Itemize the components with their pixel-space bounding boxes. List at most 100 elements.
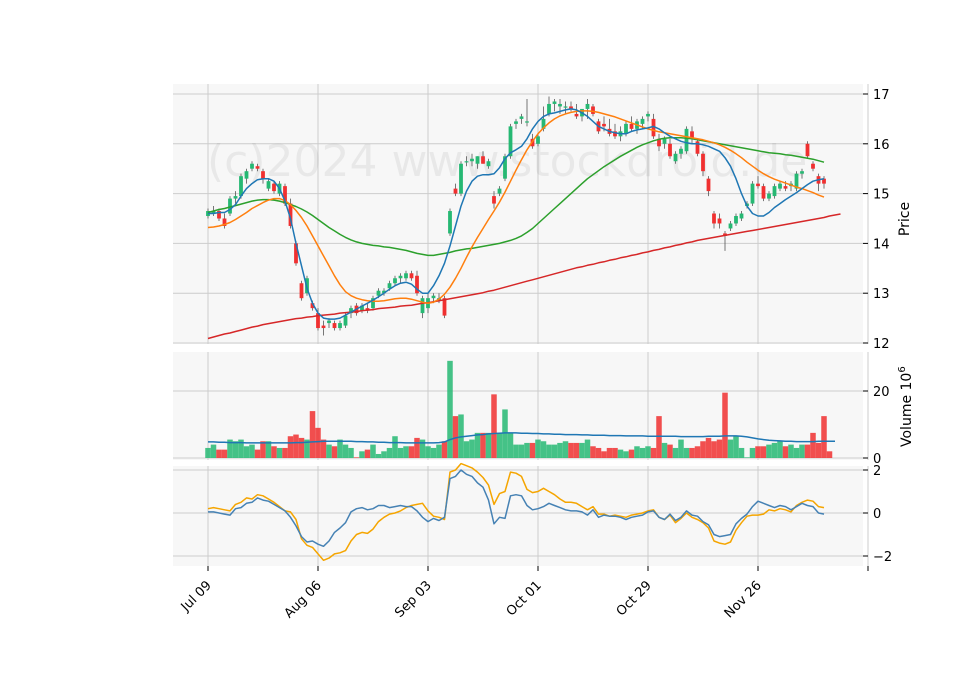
volume-bar (700, 441, 706, 458)
volume-bar (705, 437, 712, 458)
volume-bar (793, 447, 800, 458)
candle-down (717, 218, 722, 224)
candle-up (459, 163, 463, 194)
candle-up (327, 320, 331, 324)
candle-up (800, 171, 804, 174)
price-y-tick-label: 13 (873, 287, 890, 302)
oscillator-plot (207, 462, 825, 562)
candle-up (382, 290, 386, 294)
volume-bar (590, 446, 596, 458)
volume-bar (623, 451, 629, 458)
sma-mid-line (207, 110, 825, 304)
price-axis-label: Price (897, 202, 913, 236)
candle-up (514, 121, 518, 124)
volume-bar (645, 446, 651, 458)
volume-bar (683, 447, 690, 458)
volume-plot (205, 360, 835, 458)
volume-bar (711, 441, 717, 458)
volume-bar (359, 451, 365, 458)
volume-bar (667, 444, 673, 458)
candle-down (261, 171, 265, 179)
volume-bar (656, 416, 662, 458)
candle-down (272, 183, 276, 192)
candle-down (409, 273, 414, 279)
volume-bar (243, 446, 250, 458)
candle-up (519, 116, 524, 119)
volume-bar (254, 449, 261, 458)
volume-bar (529, 442, 536, 458)
volume-bar (342, 444, 349, 458)
oscillator-y-tick-label: 0 (873, 507, 881, 522)
volume-bar (496, 432, 503, 458)
candle-up (497, 188, 502, 194)
candle-down (442, 298, 447, 316)
candle-up (552, 101, 557, 104)
volume-bar (661, 442, 668, 458)
volume-bar (766, 444, 772, 458)
volume-bar (524, 442, 530, 458)
candle-down (332, 323, 337, 329)
volume-bar (227, 439, 233, 458)
volume-bar (419, 439, 426, 458)
candle-up (475, 156, 480, 164)
volume-bar (777, 441, 783, 458)
candle-up (750, 183, 755, 204)
volume-bar (810, 432, 816, 458)
candle-down (222, 218, 227, 226)
candle-up (558, 103, 562, 107)
candle-up (525, 121, 529, 123)
volume-bar (672, 447, 679, 458)
candle-up (228, 198, 232, 214)
volume-bar (513, 444, 519, 458)
volume-bar (430, 447, 437, 458)
volume-bar (210, 444, 217, 458)
volume-bar (320, 439, 327, 458)
candle-down (629, 123, 634, 129)
volume-bar (276, 447, 283, 458)
volume-bar (678, 439, 684, 458)
candle-down (668, 143, 672, 157)
volume-bar (370, 444, 376, 458)
price-plot (206, 96, 841, 340)
volume-axis-label-base: Volume 10 (899, 373, 915, 447)
volume-bar (540, 441, 547, 458)
candle-up (728, 223, 733, 229)
candle-up (211, 211, 216, 214)
volume-bar (595, 447, 602, 458)
candle-down (255, 166, 260, 169)
volume-bar (441, 441, 448, 458)
volume-bar (601, 451, 607, 458)
candle-up (387, 283, 392, 289)
candle-up (585, 103, 590, 109)
volume-bar (634, 446, 640, 458)
volume-bar (331, 446, 338, 458)
volume-bar (271, 446, 277, 458)
volume-bar (260, 441, 266, 458)
volume-bar (348, 447, 354, 458)
sma-slow-line (207, 137, 825, 257)
candle-up (547, 103, 551, 114)
volume-bar (463, 441, 470, 458)
candle-down (811, 163, 815, 169)
volume-y-tick-label: 0 (873, 452, 881, 467)
candle-down (712, 213, 716, 224)
price-y-tick-label: 16 (873, 138, 890, 153)
candle-up (536, 136, 540, 144)
volume-bar (782, 446, 789, 458)
volume-average-line (208, 432, 835, 444)
candle-down (492, 196, 496, 204)
candle-up (244, 171, 249, 179)
price-y-tick-label: 17 (873, 88, 890, 103)
candle-up (343, 315, 348, 326)
volume-bar (381, 451, 387, 458)
candle-down (783, 186, 788, 189)
candle-up (734, 216, 738, 224)
candle-up (624, 123, 628, 134)
volume-bar (826, 451, 833, 458)
volume-bar (397, 447, 404, 458)
candle-up (338, 323, 342, 329)
oscillator-signal-line (207, 462, 825, 562)
volume-bar (722, 392, 728, 458)
volume-bar (353, 457, 360, 458)
candle-up (767, 193, 771, 199)
